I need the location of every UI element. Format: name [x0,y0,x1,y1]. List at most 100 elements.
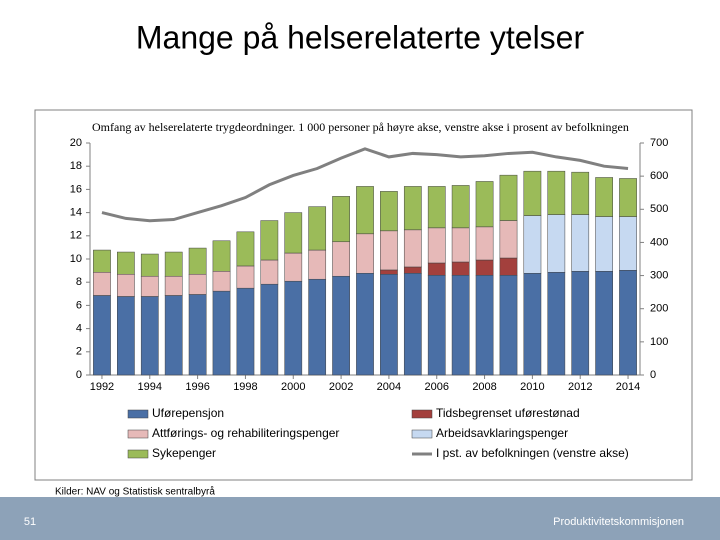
bar-segment [93,295,111,376]
legend-label: I pst. av befolkningen (venstre akse) [436,446,629,460]
bar-segment [451,274,470,376]
bar-segment [236,287,255,376]
bar-segment [117,296,135,376]
y-tick-label: 6 [76,299,82,311]
x-tick-label: 2008 [472,381,496,393]
bar-segment [523,273,542,376]
bar-segment [188,247,207,275]
bar-segment [188,273,207,295]
legend-label: Uførepensjon [152,406,224,420]
legend-label: Tidsbegrenset uførestønad [436,406,580,420]
y2-tick-label: 400 [650,236,668,248]
bar-segment [547,272,566,376]
bar-segment [117,251,135,275]
bar-segment [451,261,470,276]
bar-segment [475,274,494,376]
y-tick-label: 0 [76,369,82,381]
bar-segment [308,206,327,251]
bar-segment [427,262,446,276]
bar-segment [499,257,518,276]
bar-segment [356,273,374,376]
x-tick-label: 1992 [90,381,114,393]
x-tick-label: 2002 [329,381,353,393]
bar-segment [236,231,255,267]
legend-swatch [127,409,149,419]
bar-segment [356,186,374,235]
bar-segment [284,252,303,282]
bar-segment [619,270,637,376]
bar-segment [451,227,470,263]
bar-segment [332,241,350,277]
x-tick-label: 2010 [520,381,544,393]
bar-segment [380,230,398,271]
legend-swatch [127,429,149,439]
bar-segment [380,273,398,376]
x-tick-label: 1996 [185,381,209,393]
bar-segment [499,174,518,221]
y-tick-label: 16 [70,183,82,195]
y-tick-label: 10 [70,253,82,265]
bar-segment [451,185,470,229]
legend-label: Sykepenger [152,446,216,460]
bar-segment [212,240,231,272]
bar-segment [523,215,542,274]
x-tick-label: 2012 [568,381,592,393]
bar-segment [619,178,637,217]
bar-segment [547,214,566,273]
bar-segment [499,220,518,259]
bar-segment [236,265,255,289]
x-tick-label: 2006 [424,381,448,393]
bar-segment [427,274,446,376]
bar-segment [164,295,183,376]
bar-segment [380,269,398,275]
y2-tick-label: 600 [650,170,668,182]
bar-segment [332,196,350,243]
y-tick-label: 8 [76,276,82,288]
bar-segment [475,259,494,276]
x-tick-label: 1994 [138,381,162,393]
x-tick-label: 2004 [377,381,401,393]
y2-tick-label: 700 [650,137,668,149]
bar-segment [547,170,566,215]
bar-segment [523,170,542,216]
bar-segment [308,278,327,376]
y-tick-label: 20 [70,137,82,149]
x-tick-label: 2000 [281,381,305,393]
bar-segment [356,233,374,274]
bar-segment [380,191,398,232]
footer-bar [0,497,720,540]
bar-segment [93,272,111,296]
y-tick-label: 18 [70,160,82,172]
legend-swatch [411,409,433,419]
bar-segment [260,283,279,376]
bar-segment [332,275,350,376]
y2-tick-label: 200 [650,303,668,315]
chart-subtitle: Omfang av helserelaterte trygdeordninger… [92,120,629,134]
bar-segment [284,280,303,376]
bar-segment [403,266,422,274]
bar-segment [571,271,590,376]
bar-segment [571,214,590,272]
y2-tick-label: 300 [650,269,668,281]
bar-segment [475,226,494,261]
x-tick-label: 1998 [233,381,257,393]
bar-segment [427,227,446,264]
bar-segment [140,275,159,297]
bar-segment [475,181,494,228]
bar-segment [140,296,159,376]
bar-segment [571,171,590,215]
bar-segment [260,220,279,261]
y2-tick-label: 500 [650,203,668,215]
slide-title: Mange på helserelaterte ytelser [136,19,585,55]
bar-segment [427,186,446,229]
bar-segment [499,274,518,376]
y-tick-label: 4 [76,323,82,335]
bar-segment [595,216,613,272]
bar-segment [164,275,183,296]
y-tick-label: 12 [70,230,82,242]
bar-segment [403,186,422,231]
line [101,147,629,223]
y-tick-label: 2 [76,346,82,358]
bar-segment [595,177,613,217]
